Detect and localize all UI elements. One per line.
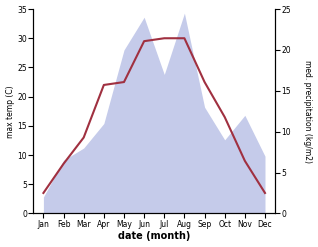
Y-axis label: med. precipitation (kg/m2): med. precipitation (kg/m2): [303, 60, 313, 163]
X-axis label: date (month): date (month): [118, 231, 190, 242]
Y-axis label: max temp (C): max temp (C): [5, 85, 15, 138]
